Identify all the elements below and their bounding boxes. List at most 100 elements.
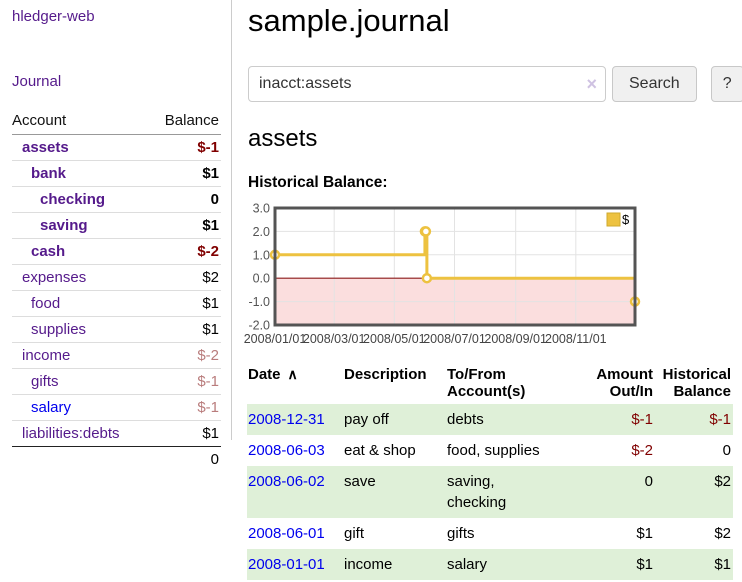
legend-label: $ [622,212,630,227]
account-link[interactable]: expenses [22,269,87,286]
account-link[interactable]: cash [31,243,66,260]
transaction-date-link[interactable]: 2008-01-01 [248,556,325,574]
register-header-description: Description [344,366,427,384]
register-header-accounts: To/From Account(s) [447,366,526,401]
x-tick-label: 2008/03/01 [303,332,366,346]
search-box: × [248,66,606,103]
account-row: liabilities:debts $1 [12,421,221,446]
account-row: expenses $2 [12,265,221,291]
account-row: saving $1 [12,213,221,239]
sidebar: hledger-web Journal Account Balance asse… [0,0,232,468]
account-balance: 0 [210,191,219,208]
table-row: 2008-12-31 pay off debts $-1 $-1 [247,404,733,436]
x-tick-label: 2008/01/01 [244,332,307,346]
account-link[interactable]: income [22,347,71,364]
transaction-date-link[interactable]: 2008-06-02 [248,473,325,491]
account-link[interactable]: liabilities:debts [22,425,120,442]
main-content: sample.journal × Search ? assets Histori… [240,0,742,581]
transaction-balance-cell: 0 [722,442,731,460]
account-link[interactable]: salary [31,399,72,416]
x-tick-label: 2008/05/01 [363,332,426,346]
account-balance: $1 [202,165,219,182]
account-balance: $-2 [197,347,219,364]
transaction-balance-cell: $1 [714,556,731,574]
transaction-date-cell: 2008-12-31 [247,404,343,435]
chart-border [273,206,637,327]
y-tick-label: 3.0 [253,203,270,216]
account-row: salary $-1 [12,395,221,421]
search-form: × Search ? [248,66,742,103]
transaction-balance-cell: $2 [714,473,731,491]
account-row: bank $1 [12,161,221,187]
legend-swatch [606,212,621,227]
account-row: assets $-1 [12,135,221,161]
transaction-description-cell: gift [344,525,365,543]
register-table: Date ∧ Description To/From Account(s) Amo… [247,363,733,581]
account-row: supplies $1 [12,317,221,343]
transaction-date-cell: 2008-01-01 [247,549,343,580]
account-row: income $-2 [12,343,221,369]
account-link[interactable]: saving [40,217,88,234]
account-heading: assets [248,125,318,153]
account-row: checking 0 [12,187,221,213]
account-link[interactable]: food [31,295,61,312]
transaction-balance-cell: $-1 [709,411,731,429]
transaction-description-cell: pay off [344,411,389,429]
transaction-accounts-cell: debts [447,411,484,429]
account-row: gifts $-1 [12,369,221,395]
accounts-header-balance: Balance [164,112,219,129]
x-tick-label: 2008/09/01 [484,332,547,346]
account-link[interactable]: supplies [31,321,87,338]
transaction-accounts-cell: gifts [447,525,475,543]
transaction-description-cell: eat & shop [344,442,416,460]
account-link[interactable]: assets [22,139,69,156]
transaction-description-cell: income [344,556,393,574]
register-header-balance: Historical Balance [662,366,731,401]
accounts-table-body: assets $-1 bank $1 checking 0 saving $1 cash $-2 e… [12,135,221,446]
help-button[interactable]: ? [710,66,742,103]
app-title-link[interactable]: hledger-web [12,8,95,25]
accounts-total-value: 0 [210,451,219,468]
account-link[interactable]: gifts [31,373,59,390]
transaction-date-link[interactable]: 2008-06-03 [248,442,325,460]
sort-ascending-icon: ∧ [287,366,298,383]
table-row: 2008-06-02 save saving, checking 0 $2 [247,466,733,519]
accounts-table: Account Balance assets $-1 bank $1 checking 0… [12,109,221,468]
clear-search-icon[interactable]: × [586,74,597,95]
account-link[interactable]: bank [31,165,67,182]
table-row: 2008-01-01 income salary $1 $1 [247,549,733,581]
sidebar-item-journal[interactable]: Journal [12,73,62,90]
transaction-amount-cell: $1 [636,556,653,574]
transaction-date-link[interactable]: 2008-06-01 [248,525,325,543]
table-row: 2008-06-03 eat & shop food, supplies $-2 0 [247,435,733,466]
transaction-accounts-cell: saving, checking [447,473,507,512]
historical-balance-chart: $3.0 2.0 1.0 0.0 -1.0 -2.02008/01/012008/03/0… [244,203,641,346]
account-balance: $-2 [197,243,219,260]
y-tick-label: -2.0 [248,319,270,333]
transaction-date-cell: 2008-06-02 [247,466,343,518]
y-tick-label: -1.0 [248,295,270,309]
transaction-date-link[interactable]: 2008-12-31 [248,411,325,429]
account-link[interactable]: checking [40,191,106,208]
register-header-amount: Amount Out/In [596,366,653,401]
search-input[interactable] [248,66,606,103]
data-point-marker [420,226,432,237]
accounts-header-account: Account [12,112,67,129]
accounts-table-header: Account Balance [12,109,221,135]
register-header-date[interactable]: Date ∧ [248,366,298,384]
table-row: 2008-06-01 gift gifts $1 $2 [247,518,733,549]
transaction-amount-cell: 0 [644,473,653,491]
account-balance: $1 [202,321,219,338]
y-tick-label: 1.0 [253,248,270,262]
transaction-date-cell: 2008-06-01 [247,518,343,549]
transaction-amount-cell: $1 [636,525,653,543]
y-tick-label: 2.0 [253,225,270,239]
transaction-accounts-cell: salary [447,556,488,574]
transaction-description-cell: save [344,473,376,491]
search-button[interactable]: Search [612,66,697,103]
account-row: food $1 [12,291,221,317]
account-balance: $1 [202,425,219,442]
transaction-date-cell: 2008-06-03 [247,435,343,466]
register-header-row: Date ∧ Description To/From Account(s) Amo… [247,363,733,404]
chart-label: Historical Balance: [248,174,388,192]
